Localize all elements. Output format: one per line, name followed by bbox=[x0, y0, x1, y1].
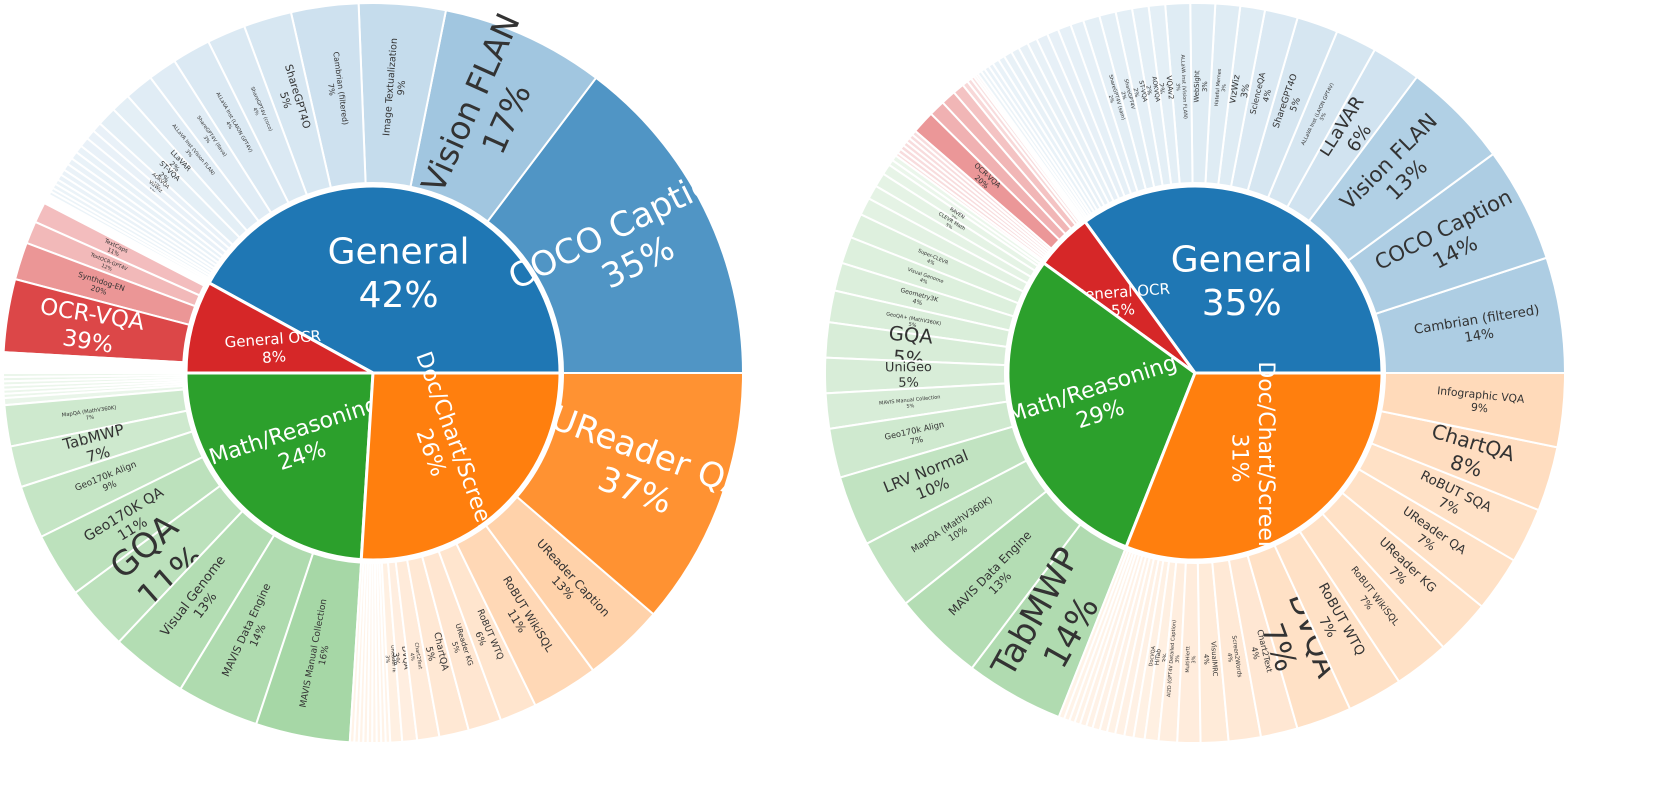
outer-wedge-coco-caption bbox=[486, 76, 745, 374]
outer-label-hateful-memes: Hateful Memes3% bbox=[1213, 68, 1228, 107]
outer-label-st-vqa: ST-VQA2% bbox=[1130, 80, 1148, 105]
outer-label-screen2words: Screen2Words4% bbox=[1224, 635, 1243, 679]
outer-label-aokvqa: AOKVQA2% bbox=[1143, 76, 1161, 104]
outer-label-visualmrc: VisualMRC4% bbox=[1201, 641, 1219, 677]
outer-label-docvqa: DocVQA bbox=[1148, 645, 1157, 667]
inner-wedge-general-ocr bbox=[184, 280, 374, 375]
inner-label-general: General 35% bbox=[1171, 240, 1313, 324]
outer-label-hitab: HiTab3% bbox=[1154, 648, 1170, 666]
inner-wedge-math-reasoning bbox=[1006, 260, 1197, 549]
inner-wedge-general bbox=[207, 184, 562, 375]
outer-label-vqav2: VQAv22% bbox=[1156, 75, 1176, 101]
outer-label-websight: WebSight3% bbox=[1193, 70, 1210, 103]
outer-label-chart2text: Chart2Text4% bbox=[407, 642, 423, 671]
outer-label-unigeo: UniGeo 5% bbox=[885, 360, 932, 391]
outer-label-ai2d-gpt4v-detailed-caption: AI2D (GPT4V Detailed Caption)3% bbox=[1166, 620, 1184, 698]
inner-wedge-doc-chart-screen bbox=[359, 371, 562, 562]
inner-label-general: General 42% bbox=[328, 232, 470, 316]
outer-label-multihiertt: MultiHiertt3% bbox=[1185, 646, 1197, 673]
sunburst-chart-right: General 35% Cambrian (filtered)14%COCO Cap… bbox=[824, 2, 1567, 745]
inner-wedge-general bbox=[1082, 184, 1384, 375]
inner-label-doc-chart-screen: Doc/Chart/Screen31% bbox=[1227, 361, 1278, 554]
outer-wedge-infographic-vqa bbox=[1379, 372, 1567, 449]
outer-label-ureader-ie: UReader IE3% bbox=[384, 645, 398, 673]
outer-wedge-ureader-qa bbox=[515, 372, 745, 616]
inner-wedge-math-reasoning bbox=[184, 371, 375, 562]
inner-wedge-doc-chart-screen bbox=[1124, 371, 1384, 562]
sunburst-chart-left: General 42% COCO Caption35%Vision FLAN17%I… bbox=[1, 2, 753, 745]
outer-label-allava-inst-vision-flan: ALLaVA Inst (Vision FLAN)3% bbox=[1174, 54, 1189, 119]
